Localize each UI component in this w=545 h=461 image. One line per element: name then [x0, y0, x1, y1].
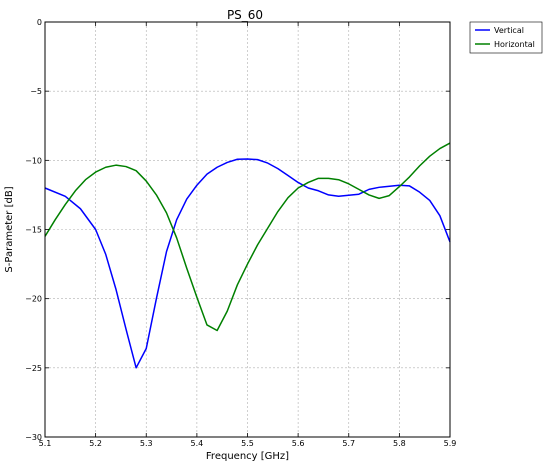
y-tick-label: −30 — [25, 433, 42, 442]
x-tick-label: 5.8 — [393, 439, 406, 448]
x-tick-label: 5.9 — [444, 439, 457, 448]
series-line-horizontal — [44, 142, 451, 332]
y-tick-label: −25 — [25, 364, 42, 373]
x-tick-label: 5.1 — [39, 439, 52, 448]
x-tick-label: 5.6 — [292, 439, 305, 448]
x-tick-label: 5.7 — [342, 439, 355, 448]
legend: Vertical Horizontal — [469, 21, 543, 54]
x-tick-label: 5.3 — [140, 439, 153, 448]
legend-label-vertical: Vertical — [494, 26, 524, 35]
x-axis-label: Frequency [GHz] — [206, 451, 289, 461]
y-tick-label: −15 — [25, 226, 42, 235]
x-tick-label: 5.2 — [89, 439, 102, 448]
legend-box — [469, 21, 543, 54]
grid — [44, 21, 451, 438]
y-tick-label: −10 — [25, 156, 42, 165]
x-tick-label: 5.4 — [191, 439, 204, 448]
series-line-vertical — [44, 158, 451, 369]
y-tick-label: −20 — [25, 295, 42, 304]
legend-label-horizontal: Horizontal — [494, 40, 535, 49]
tick-layer: 5.1 5.2 5.3 5.4 5.5 5.6 5.7 5.8 5.9 0 −5 −10 −15 −20 −… — [25, 18, 456, 448]
series-layer — [44, 142, 451, 369]
x-tick-label: 5.5 — [241, 439, 254, 448]
y-axis-label: S-Parameter [dB] — [4, 186, 15, 272]
y-tick-label: −5 — [30, 87, 42, 96]
chart-title: PS_60 — [227, 8, 263, 22]
y-tick-label: 0 — [37, 18, 42, 27]
